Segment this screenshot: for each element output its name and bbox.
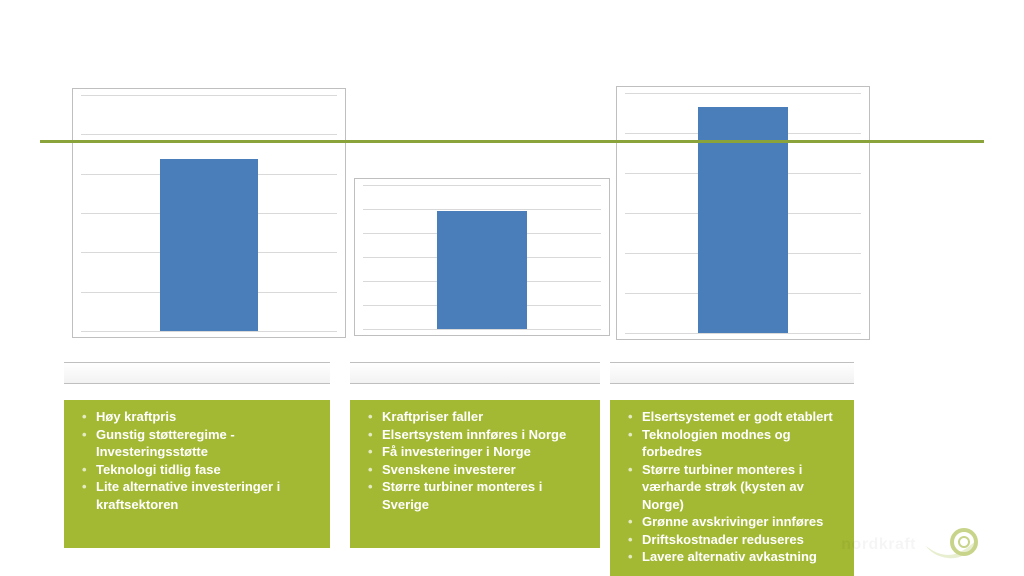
bullet-item: Teknologi tidlig fase [82, 461, 318, 479]
description-box: Elsertsystemet er godt etablertTeknologi… [610, 400, 854, 576]
logo-swoosh [926, 538, 978, 558]
bullet-item: Større turbiner monteres i værharde strø… [628, 461, 842, 514]
grid-line [363, 185, 601, 186]
bar [437, 211, 527, 329]
bullet-item: Større turbiner monteres i Sverige [368, 478, 588, 513]
logo-icon [924, 524, 980, 560]
logo-ring-outer [952, 530, 976, 554]
grid-line [363, 209, 601, 210]
grid-line [363, 329, 601, 330]
bullet-item: Høy kraftpris [82, 408, 318, 426]
bullet-item: Kraftpriser faller [368, 408, 588, 426]
bullet-item: Elsertsystem innføres i Norge [368, 426, 588, 444]
bullet-item: Gunstig støtteregime - Investeringsstøtt… [82, 426, 318, 461]
period-block-1: Kraftpriser fallerElsertsystem innføres … [350, 362, 600, 548]
plot-area [625, 93, 861, 333]
bullet-item: Elsertsystemet er godt etablert [628, 408, 842, 426]
period-block-2: Elsertsystemet er godt etablertTeknologi… [610, 362, 854, 576]
chart-panel-2 [616, 86, 870, 340]
plot-area [81, 95, 337, 331]
bullet-item: Grønne avskrivinger innføres [628, 513, 842, 531]
bullet-item: Teknologien modnes og forbedres [628, 426, 842, 461]
bullet-item: Få investeringer i Norge [368, 443, 588, 461]
period-block-0: Høy kraftprisGunstig støtteregime - Inve… [64, 362, 330, 548]
bullet-list: Høy kraftprisGunstig støtteregime - Inve… [82, 408, 318, 513]
chart-panel-1 [354, 178, 610, 336]
bullet-list: Kraftpriser fallerElsertsystem innføres … [368, 408, 588, 513]
bar [160, 159, 257, 331]
bullet-item: Lavere alternativ avkastning [628, 548, 842, 566]
bullet-list: Elsertsystemet er godt etablertTeknologi… [628, 408, 842, 566]
grid-line [81, 134, 337, 135]
plot-area [363, 185, 601, 329]
grid-line [625, 93, 861, 94]
bullet-item: Svenskene investerer [368, 461, 588, 479]
period-header [64, 362, 330, 384]
slide: Høy kraftprisGunstig støtteregime - Inve… [0, 0, 1024, 576]
logo-ring-inner [959, 537, 969, 547]
reference-line [40, 140, 984, 143]
grid-line [81, 95, 337, 96]
chart-panel-0 [72, 88, 346, 338]
description-box: Høy kraftprisGunstig støtteregime - Inve… [64, 400, 330, 548]
period-header [610, 362, 854, 384]
grid-line [625, 333, 861, 334]
grid-line [81, 331, 337, 332]
period-header [350, 362, 600, 384]
bullet-item: Driftskostnader reduseres [628, 531, 842, 549]
description-box: Kraftpriser fallerElsertsystem innføres … [350, 400, 600, 548]
bullet-item: Lite alternative investeringer i kraftse… [82, 478, 318, 513]
